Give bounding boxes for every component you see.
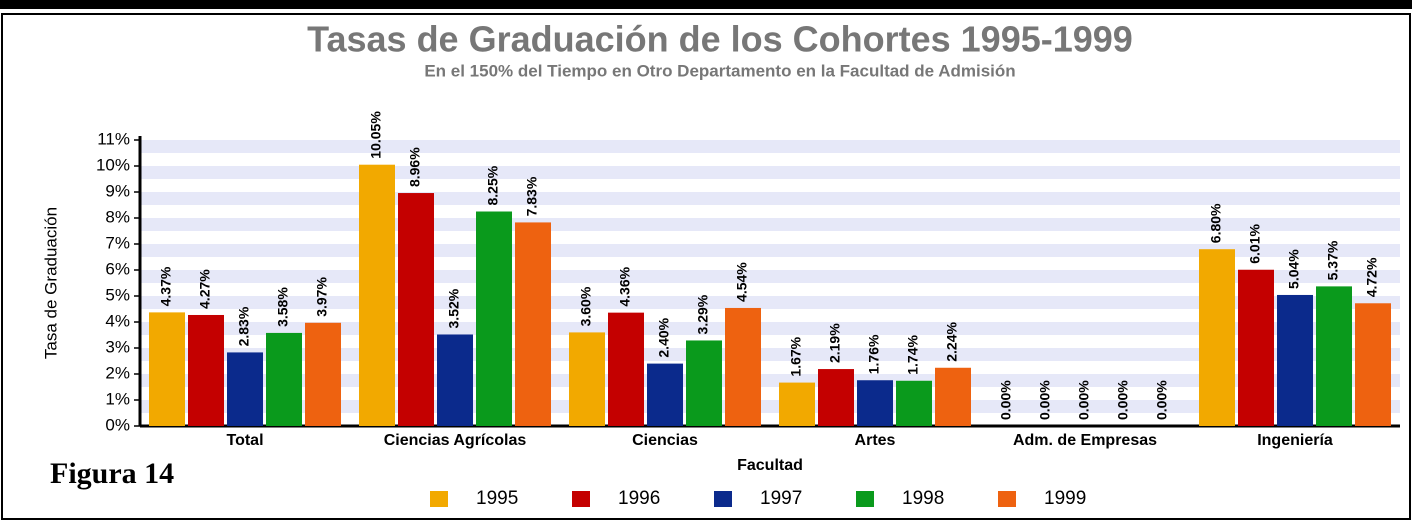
value-label: 6.01% [1247, 223, 1263, 263]
grid-band [140, 270, 1400, 283]
value-label: 3.58% [275, 287, 291, 327]
bar [725, 307, 761, 426]
bar [1238, 269, 1274, 426]
bar [857, 380, 893, 426]
value-label: 1.67% [788, 336, 804, 376]
bar [896, 380, 932, 426]
x-axis-label: Facultad [737, 457, 803, 474]
grid-band [140, 192, 1400, 205]
bar [476, 211, 512, 426]
x-tick-label: Ciencias [632, 432, 698, 449]
bar [437, 334, 473, 426]
legend-label: 1995 [476, 488, 518, 509]
bar [608, 312, 644, 426]
legend-swatch [572, 491, 590, 507]
value-label: 2.40% [656, 317, 672, 357]
x-tick-label: Adm. de Empresas [1013, 432, 1157, 449]
bar [647, 363, 683, 426]
legend-swatch [714, 491, 732, 507]
y-tick-label: 6% [105, 259, 130, 278]
bar [227, 352, 263, 426]
value-label: 3.52% [446, 288, 462, 328]
grid-band [140, 244, 1400, 257]
grid-band [140, 140, 1400, 153]
value-label: 3.29% [695, 294, 711, 334]
value-label: 5.04% [1286, 249, 1302, 289]
bar [188, 314, 224, 426]
y-tick-label: 11% [97, 129, 130, 148]
grid-band [140, 322, 1400, 335]
y-tick-label: 0% [105, 415, 130, 434]
value-label: 0.00% [1115, 380, 1131, 420]
legend-label: 1999 [1044, 488, 1086, 509]
bar [779, 382, 815, 426]
value-label: 0.00% [1076, 380, 1092, 420]
value-label: 6.80% [1208, 203, 1224, 243]
value-label: 2.19% [827, 323, 843, 363]
chart-title: Tasas de Graduación de los Cohortes 1995… [307, 19, 1133, 60]
y-axis-label: Tasa de Graduación [41, 207, 60, 359]
value-label: 8.96% [407, 147, 423, 187]
y-tick-label: 4% [105, 311, 130, 330]
x-tick-label: Ciencias Agrícolas [384, 432, 527, 449]
value-label: 1.76% [866, 334, 882, 374]
value-label: 7.83% [524, 176, 540, 216]
bar [398, 193, 434, 426]
value-label: 4.72% [1364, 257, 1380, 297]
bar [515, 222, 551, 426]
legend-swatch [998, 491, 1016, 507]
y-tick-label: 7% [105, 233, 130, 252]
chart-subtitle: En el 150% del Tiempo en Otro Departamen… [424, 61, 1015, 80]
value-label: 3.60% [578, 286, 594, 326]
x-tick-label: Artes [855, 432, 896, 449]
value-label: 4.37% [158, 266, 174, 306]
y-tick-label: 10% [96, 155, 130, 174]
bar [266, 332, 302, 426]
y-tick-label: 2% [105, 363, 130, 382]
value-label: 4.27% [197, 269, 213, 309]
x-tick-label: Total [226, 432, 263, 449]
legend-label: 1996 [618, 488, 660, 509]
bar [686, 340, 722, 426]
value-label: 0.00% [1037, 380, 1053, 420]
frame [1, 13, 1411, 520]
x-tick-label: Ingeniería [1257, 432, 1333, 449]
bar [1355, 303, 1391, 426]
annotation: Figura 14 [50, 457, 174, 490]
value-label: 4.54% [734, 262, 750, 302]
bar [569, 332, 605, 426]
value-label: 1.74% [905, 335, 921, 375]
y-tick-label: 5% [105, 285, 130, 304]
value-label: 2.24% [944, 322, 960, 362]
bar [305, 322, 341, 426]
bar [818, 369, 854, 426]
bar [359, 164, 395, 426]
bar [1199, 249, 1235, 426]
value-label: 0.00% [1154, 380, 1170, 420]
bar [935, 367, 971, 426]
value-label: 10.05% [368, 111, 384, 159]
legend-label: 1997 [760, 488, 802, 509]
value-label: 5.37% [1325, 240, 1341, 280]
grid-band [140, 166, 1400, 179]
bar [1277, 294, 1313, 426]
y-tick-label: 8% [105, 207, 130, 226]
bar [149, 312, 185, 426]
bar [1316, 286, 1352, 426]
value-label: 0.00% [998, 380, 1014, 420]
top-bar [0, 0, 1412, 9]
value-label: 4.36% [617, 266, 633, 306]
value-label: 2.83% [236, 306, 252, 346]
value-label: 8.25% [485, 165, 501, 205]
legend-swatch [856, 491, 874, 507]
grid-band [140, 296, 1400, 309]
y-tick-label: 9% [105, 181, 130, 200]
legend-label: 1998 [902, 488, 944, 509]
legend-swatch [430, 491, 448, 507]
y-tick-label: 3% [105, 337, 130, 356]
grid-band [140, 218, 1400, 231]
value-label: 3.97% [314, 277, 330, 317]
y-tick-label: 1% [105, 389, 130, 408]
